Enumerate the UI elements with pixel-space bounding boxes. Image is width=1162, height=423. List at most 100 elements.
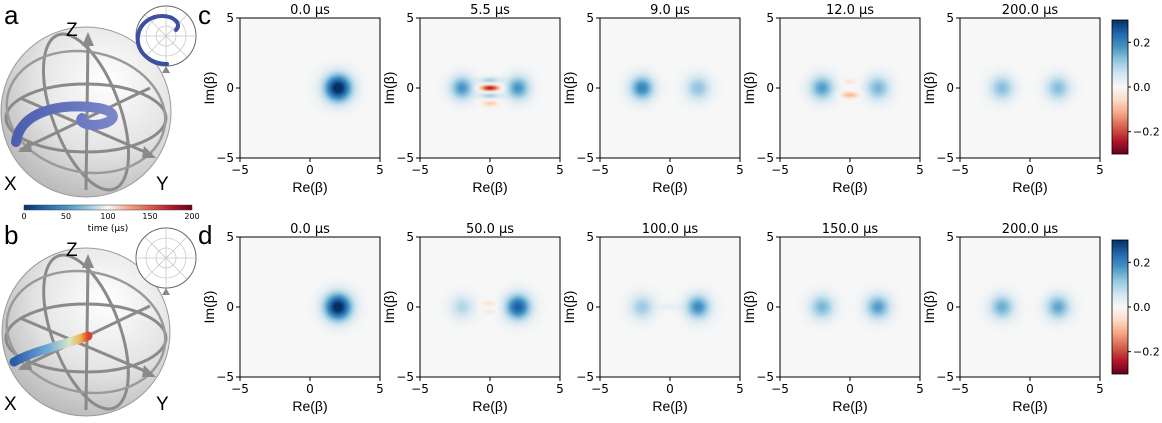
wigner-panel: −5−5 0 0 5 5 Re(β) Im(β) 200.0 μs [921,222,1104,414]
y-tick-label: 0 [946,81,954,95]
time-colorbar: 0 50 100 150 200 time (μs) [21,204,200,234]
x-tick-label: 0 [1026,382,1034,396]
y-tick-label: 0 [226,81,234,95]
x-axis-label: Re(β) [1012,398,1047,414]
y-tick-label: −5 [756,370,774,384]
wigner-panel: −5−5 0 0 5 5 Re(β) Im(β) 9.0 μs [561,3,744,195]
y-tick-label: 5 [586,11,594,25]
x-axis-label: Re(β) [652,398,687,414]
panel-title: 50.0 μs [466,222,514,237]
x-label: X [4,394,17,415]
panel-title: 0.0 μs [290,222,330,237]
colorbar-tick-label: 0.2 [1133,36,1151,49]
wigner-heatmap [600,237,740,377]
wigner-panel: −5−5 0 0 5 5 Re(β) Im(β) 0.0 μs [201,3,384,195]
time-tick: 50 [61,212,71,221]
x-axis-label: Re(β) [472,398,507,414]
colorbar-tick-label: 0.0 [1133,81,1151,94]
x-tick-label: 5 [916,163,924,177]
y-tick-label: 5 [766,11,774,25]
colorbar-strip [1111,239,1129,375]
y-tick-label: −5 [216,370,234,384]
y-axis-label: Im(β) [381,72,397,105]
wigner-heatmap [960,18,1100,158]
colorbar-tick-label: 0.0 [1133,301,1151,314]
x-axis-label: Re(β) [292,179,327,195]
y-tick-label: 5 [226,11,234,25]
x-tick-label: 5 [556,163,564,177]
y-tick-label: 5 [586,230,594,244]
x-axis-label: Re(β) [1012,179,1047,195]
panel-title: 12.0 μs [826,3,874,18]
colorbar-tick-label: −0.2 [1133,126,1160,139]
trajectory-curve [9,331,93,367]
y-tick-label: −5 [576,370,594,384]
x-tick-label: 5 [376,163,384,177]
x-tick-label: 5 [916,382,924,396]
y-tick-label: −5 [576,151,594,165]
time-colorbar-label: time (μs) [88,224,129,234]
y-label: Y [156,394,169,415]
x-tick-label: 0 [486,163,494,177]
panel-title: 200.0 μs [1002,222,1059,237]
x-tick-label: 5 [556,382,564,396]
x-axis-label: Re(β) [292,398,327,414]
x-tick-label: 5 [736,382,744,396]
y-tick-label: −5 [396,151,414,165]
value-colorbar: 0.2 0.0 −0.2 [1111,19,1160,155]
wigner-panel: −5−5 0 0 5 5 Re(β) Im(β) 0.0 μs [201,222,384,414]
x-axis-label: Re(β) [832,398,867,414]
wigner-heatmap [780,18,920,158]
z-label: Z [66,240,78,261]
y-arrowhead [142,146,156,158]
panel-letter-c: c [198,0,211,30]
x-tick-label: −5 [231,382,249,396]
colorbar-tick-label: 0.2 [1133,256,1151,269]
x-tick-label: 5 [376,382,384,396]
z-arrowhead [82,254,94,268]
time-colorbar-strip [23,204,193,211]
meridian-ring [41,32,131,192]
time-tick: 150 [142,212,157,221]
polar-inset [135,227,197,295]
y-tick-label: 0 [406,81,414,95]
y-axis-label: Im(β) [921,291,937,324]
y-axis-label: Im(β) [201,291,217,324]
polar-inset [135,5,197,73]
y-tick-label: −5 [756,151,774,165]
x-axis-label: Re(β) [832,179,867,195]
panel-title: 5.5 μs [470,3,510,18]
wigner-heatmap [420,18,560,158]
x-tick-label: 5 [1096,163,1104,177]
y-label: Y [156,174,169,195]
y-axis-label: Im(β) [561,291,577,324]
y-tick-label: −5 [396,370,414,384]
y-tick-label: −5 [216,151,234,165]
x-tick-label: −5 [231,163,249,177]
wigner-heatmap [420,237,560,377]
x-tick-label: 0 [1026,163,1034,177]
z-label: Z [66,20,78,41]
y-tick-label: 0 [586,81,594,95]
y-tick-label: 0 [406,300,414,314]
wigner-panel: −5−5 0 0 5 5 Re(β) Im(β) 5.5 μs [381,3,564,195]
x-tick-label: 0 [306,163,314,177]
y-tick-label: 0 [586,300,594,314]
x-tick-label: −5 [951,382,969,396]
x-tick-label: −5 [591,382,609,396]
y-tick-label: 0 [766,300,774,314]
y-axis-label: Im(β) [921,72,937,105]
wigner-heatmap [600,18,740,158]
y-axis-label: Im(β) [741,72,757,105]
y-axis-label: Im(β) [201,72,217,105]
colorbar-tick-label: −0.2 [1133,346,1160,359]
wigner-heatmap [240,18,380,158]
meridian-ring [5,269,167,395]
x-axis-label: Re(β) [652,179,687,195]
z-arrowhead [82,32,94,46]
x-tick-label: −5 [771,163,789,177]
x-tick-label: 0 [846,382,854,396]
panel-letter-d: d [198,220,212,250]
wigner-heatmap [240,237,380,377]
